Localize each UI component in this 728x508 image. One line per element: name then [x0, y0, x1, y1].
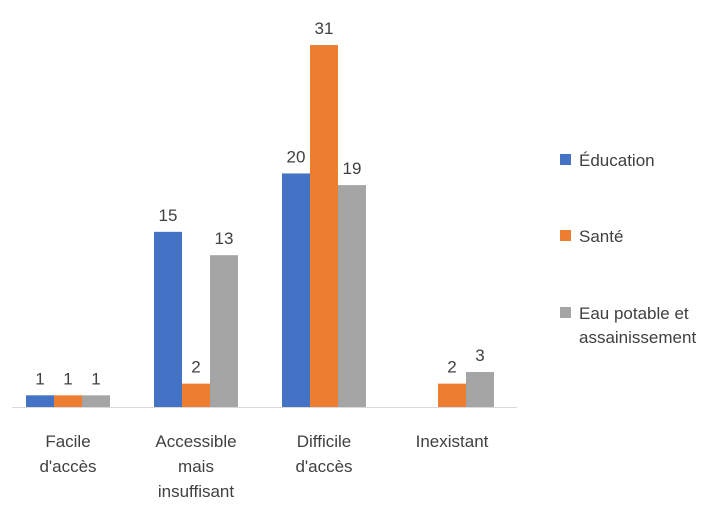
bar-3-4: [466, 371, 494, 407]
legend-label-1: Éducation: [579, 151, 655, 170]
data-label-3-1: 1: [91, 369, 100, 388]
legend-label-3: Eau potable et assainissement: [579, 304, 696, 347]
data-label-1-2: 15: [159, 206, 178, 225]
bar-3-1: [82, 395, 110, 407]
data-label-2-4: 2: [447, 358, 456, 377]
bar-1-2: [154, 231, 182, 407]
bar-1-1: [26, 395, 54, 407]
x-axis-tick-labels: Facile d'accès Accessible mais insuffisant Di…: [39, 432, 488, 501]
legend-label-2: Santé: [579, 227, 623, 246]
bar-2-4: [438, 383, 466, 407]
data-label-1-3: 20: [287, 147, 306, 166]
bar-2-1: [54, 395, 82, 407]
legend-swatch-2: [560, 230, 571, 241]
x-tick-label-1: Facile d'accès: [39, 432, 96, 476]
plot-area: [26, 45, 494, 407]
bar-3-2: [210, 255, 238, 407]
data-label-3-4: 3: [475, 346, 484, 365]
bar-1-3: [282, 173, 310, 407]
bar-2-2: [182, 383, 210, 407]
x-tick-label-2: Accessible mais insuffisant: [155, 432, 236, 501]
legend-swatch-3: [560, 307, 571, 318]
data-label-2-3: 31: [315, 19, 334, 38]
data-label-3-3: 19: [343, 159, 362, 178]
x-tick-label-3: Difficile d'accès: [295, 432, 352, 476]
data-label-2-2: 2: [191, 358, 200, 377]
legend: Éducation Santé Eau potable et assainisseme…: [560, 151, 696, 347]
data-label-2-1: 1: [63, 369, 72, 388]
bar-3-3: [338, 185, 366, 407]
x-tick-label-4: Inexistant: [416, 432, 489, 451]
data-label-3-2: 13: [215, 229, 234, 248]
legend-swatch-1: [560, 154, 571, 165]
bar-2-3: [310, 45, 338, 407]
data-label-1-1: 1: [35, 369, 44, 388]
